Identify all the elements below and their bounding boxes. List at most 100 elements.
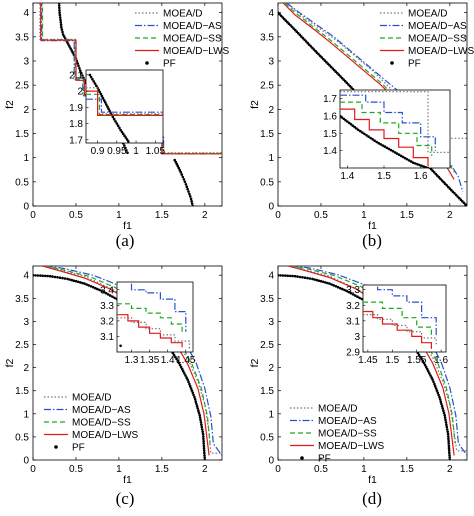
pf-point <box>127 140 130 143</box>
inset-y-tick-label: 1.7 <box>69 135 83 146</box>
pareto-front <box>88 73 130 143</box>
y-tick-label: 2.5 <box>260 340 274 351</box>
inset: 1.3 1.35 1.4 1.45 3.1 3.2 3.3 3.4 <box>100 281 196 366</box>
pf-point <box>188 195 192 198</box>
pf-point <box>93 82 97 85</box>
pf-point <box>186 187 189 191</box>
pf-point <box>284 274 287 277</box>
pf-point <box>185 185 189 188</box>
pf-point <box>433 384 437 388</box>
y-tick-label: 4 <box>268 8 274 19</box>
pf-point <box>202 435 205 438</box>
pf-point <box>286 274 290 278</box>
pf-point <box>346 120 349 123</box>
pf-point <box>58 0 61 2</box>
y-tick-label: 2 <box>268 363 274 374</box>
pf-point <box>196 407 199 410</box>
pf-point <box>179 365 183 369</box>
pf-point <box>445 423 448 427</box>
pf-point <box>178 363 182 367</box>
pf-point <box>106 293 110 296</box>
series-line-moea-d-as <box>340 94 436 151</box>
pf-point <box>70 49 73 52</box>
inset-x-tick-label: 1 <box>133 146 139 157</box>
pf-point <box>383 145 387 148</box>
pf-point <box>317 279 321 283</box>
pf-point <box>439 400 443 404</box>
series-line-moea-d-as <box>86 98 163 113</box>
inset-y-tick-label: 3.1 <box>346 316 360 327</box>
pf-point <box>111 295 114 299</box>
series-line-moea-d-ss <box>86 93 163 116</box>
legend-label: MOEA/D−AS <box>72 405 131 416</box>
x-tick-label: 0.5 <box>314 464 328 475</box>
pf-point <box>195 402 198 406</box>
pf-point <box>191 204 195 206</box>
pf-point <box>336 285 340 289</box>
y-tick-label: 0 <box>23 456 29 467</box>
pf-point <box>326 281 329 285</box>
pf-point <box>319 279 323 283</box>
pf-point <box>193 395 196 399</box>
pf-point <box>349 292 353 295</box>
pf-point <box>41 274 45 278</box>
pf-point <box>61 30 64 34</box>
pf-point <box>279 14 283 18</box>
pf-point <box>105 103 108 106</box>
pf-point <box>301 276 304 279</box>
pf-point <box>177 166 181 170</box>
pf-point <box>437 393 440 397</box>
pf-point <box>429 374 432 377</box>
pf-point <box>447 435 450 438</box>
pf-point <box>324 281 327 284</box>
pf-point <box>180 173 184 176</box>
pf-point <box>448 451 451 455</box>
inset-x-tick-label: 0.9 <box>91 146 105 157</box>
pf-point <box>355 127 358 130</box>
x-tick-label: 2 <box>447 464 453 475</box>
inset-frame <box>362 284 447 353</box>
pf-point <box>59 18 62 22</box>
inset-x-tick-label: 1.05 <box>146 146 166 157</box>
pf-point <box>416 351 420 355</box>
pf-point <box>395 152 399 155</box>
pf-point <box>351 293 355 296</box>
pf-point <box>343 288 346 292</box>
pf-point <box>185 376 188 379</box>
pf-point <box>443 416 447 419</box>
pf-point <box>432 380 435 384</box>
pf-point <box>351 124 355 127</box>
pf-point <box>414 162 417 165</box>
y-tick-label: 0 <box>268 456 274 467</box>
pf-point <box>341 287 344 291</box>
pf-point <box>173 158 176 162</box>
pf-point <box>203 456 206 459</box>
pf-point <box>408 159 411 162</box>
pf-point <box>447 446 451 450</box>
inset-y-tick-label: 2.1 <box>69 70 83 81</box>
pf-point <box>202 439 205 443</box>
series-line-moea-d-ss <box>363 301 432 337</box>
pf-point <box>436 391 440 395</box>
pf-point <box>88 73 92 77</box>
pf-point <box>432 171 436 174</box>
pf-point <box>91 285 95 289</box>
pf-point <box>421 359 425 363</box>
pf-point <box>68 45 71 48</box>
inset-frame <box>116 281 194 353</box>
x-tick-label: 2 <box>202 210 208 221</box>
pf-point <box>201 432 205 436</box>
pf-point <box>289 274 292 278</box>
pf-point <box>417 353 421 357</box>
pf-point <box>426 367 429 371</box>
pf-point <box>311 277 314 281</box>
inset-frame <box>85 69 164 144</box>
pf-point <box>68 278 71 281</box>
pf-point <box>365 134 368 137</box>
pf-point <box>104 101 107 104</box>
pf-point <box>315 51 319 54</box>
pf-point <box>119 128 122 132</box>
pf-point <box>53 275 57 279</box>
